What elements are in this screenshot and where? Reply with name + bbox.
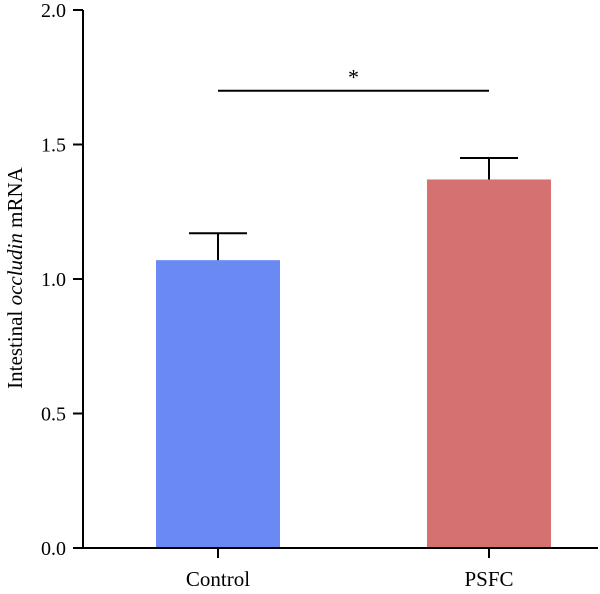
- y-tick-label: 0.0: [41, 538, 66, 560]
- x-axis-categories: Control PSFC: [186, 548, 514, 591]
- error-bars: [189, 156, 518, 261]
- y-tick-label: 0.5: [41, 404, 66, 426]
- y-axis-title-suffix: mRNA: [3, 166, 27, 233]
- bar-psfc: [427, 179, 551, 548]
- bar-control: [156, 260, 280, 548]
- significance-star: *: [348, 65, 359, 90]
- axes: [82, 10, 598, 549]
- y-tick-label: 1.0: [41, 269, 66, 291]
- bars: [156, 179, 551, 548]
- y-axis-title: Intestinal occludin mRNA: [3, 166, 27, 388]
- y-axis-title-prefix: Intestinal: [3, 305, 27, 388]
- x-category-label-control: Control: [186, 567, 250, 589]
- y-tick-label: 1.5: [41, 135, 66, 157]
- y-axis-ticks: 0.0 0.5 1.0 1.5 2.0: [41, 0, 83, 560]
- y-tick-label: 2.0: [41, 0, 66, 22]
- x-category-label-psfc: PSFC: [464, 567, 513, 589]
- significance-annotation: *: [218, 65, 489, 92]
- y-axis-title-gene: occludin: [3, 233, 27, 305]
